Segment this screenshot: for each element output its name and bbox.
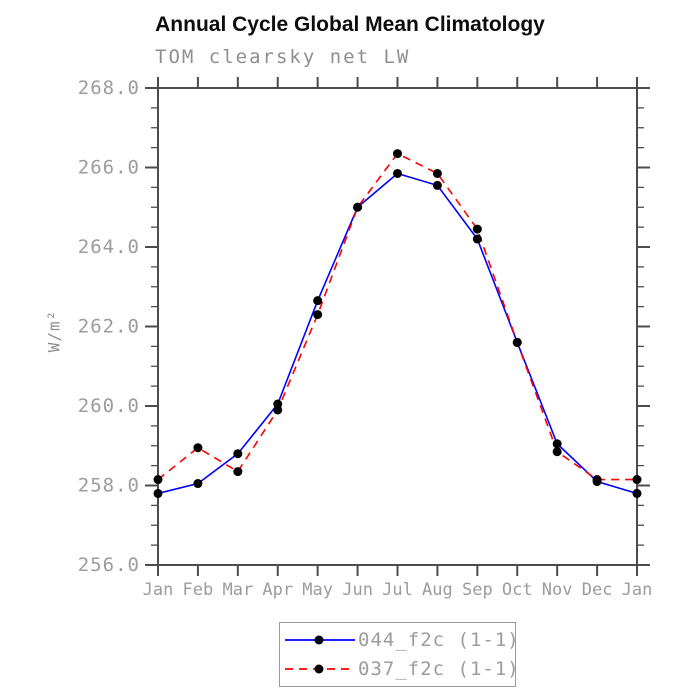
x-tick-label: Jan — [143, 580, 174, 600]
x-tick-label: Oct — [502, 580, 533, 600]
y-tick-label: 262.0 — [78, 316, 140, 338]
legend-marker-dot — [314, 635, 324, 645]
x-tick-label: Jan — [622, 580, 653, 600]
legend-label-044-f2c: 044_f2c (1-1) — [358, 629, 520, 651]
data-point-marker — [472, 224, 482, 234]
data-point-marker — [632, 475, 642, 485]
data-point-marker — [193, 443, 203, 453]
x-tick-label: Apr — [262, 580, 293, 600]
data-point-marker — [393, 149, 402, 159]
data-point-marker — [273, 405, 283, 415]
data-point-marker — [153, 488, 163, 498]
data-point-marker — [432, 168, 442, 178]
x-tick-label: Sep — [462, 580, 493, 600]
data-point-marker — [313, 296, 323, 306]
y-tick-label: 260.0 — [78, 395, 140, 417]
x-tick-label: Jul — [382, 580, 413, 600]
x-tick-label: Jun — [342, 580, 373, 600]
data-point-marker — [472, 234, 482, 244]
data-point-marker — [193, 479, 203, 489]
x-tick-label: Mar — [222, 580, 253, 600]
data-point-marker — [233, 467, 243, 477]
data-point-marker — [313, 310, 323, 320]
data-point-marker — [153, 475, 163, 485]
y-tick-label: 266.0 — [78, 157, 140, 179]
legend-item-037-f2c: 037_f2c (1-1) — [280, 655, 519, 684]
data-point-marker — [552, 447, 562, 457]
y-tick-label: 256.0 — [78, 554, 140, 576]
x-tick-label: Nov — [542, 580, 573, 600]
data-point-marker — [393, 168, 402, 178]
x-tick-label: Feb — [183, 580, 214, 600]
series-line-037_f2c — [157, 152, 637, 481]
legend-label-037-f2c: 037_f2c (1-1) — [358, 658, 520, 680]
series-line-044_f2c — [157, 172, 638, 495]
x-tick-label: May — [302, 580, 333, 600]
plot-frame — [157, 87, 638, 566]
data-point-marker — [632, 488, 642, 498]
legend-marker-dot — [314, 664, 324, 674]
x-tick-label: Dec — [582, 580, 613, 600]
y-tick-label: 268.0 — [78, 77, 140, 99]
legend-line-sample-solid — [285, 635, 355, 645]
chart-subtitle: TOM clearsky net LW — [155, 46, 411, 68]
x-tick-label: Aug — [422, 580, 453, 600]
legend-line-sample-dashed — [285, 664, 355, 674]
data-point-marker — [552, 439, 562, 449]
y-tick-label: 258.0 — [78, 475, 140, 497]
y-tick-label: 264.0 — [78, 236, 140, 258]
data-point-marker — [353, 202, 363, 212]
data-point-marker — [432, 180, 442, 190]
chart-title: Annual Cycle Global Mean Climatology — [155, 13, 545, 36]
data-point-marker — [512, 337, 522, 347]
data-point-marker — [233, 449, 243, 459]
legend-item-044-f2c: 044_f2c (1-1) — [280, 626, 519, 655]
data-point-marker — [592, 475, 602, 485]
legend: 044_f2c (1-1) 037_f2c (1-1) — [279, 622, 519, 687]
